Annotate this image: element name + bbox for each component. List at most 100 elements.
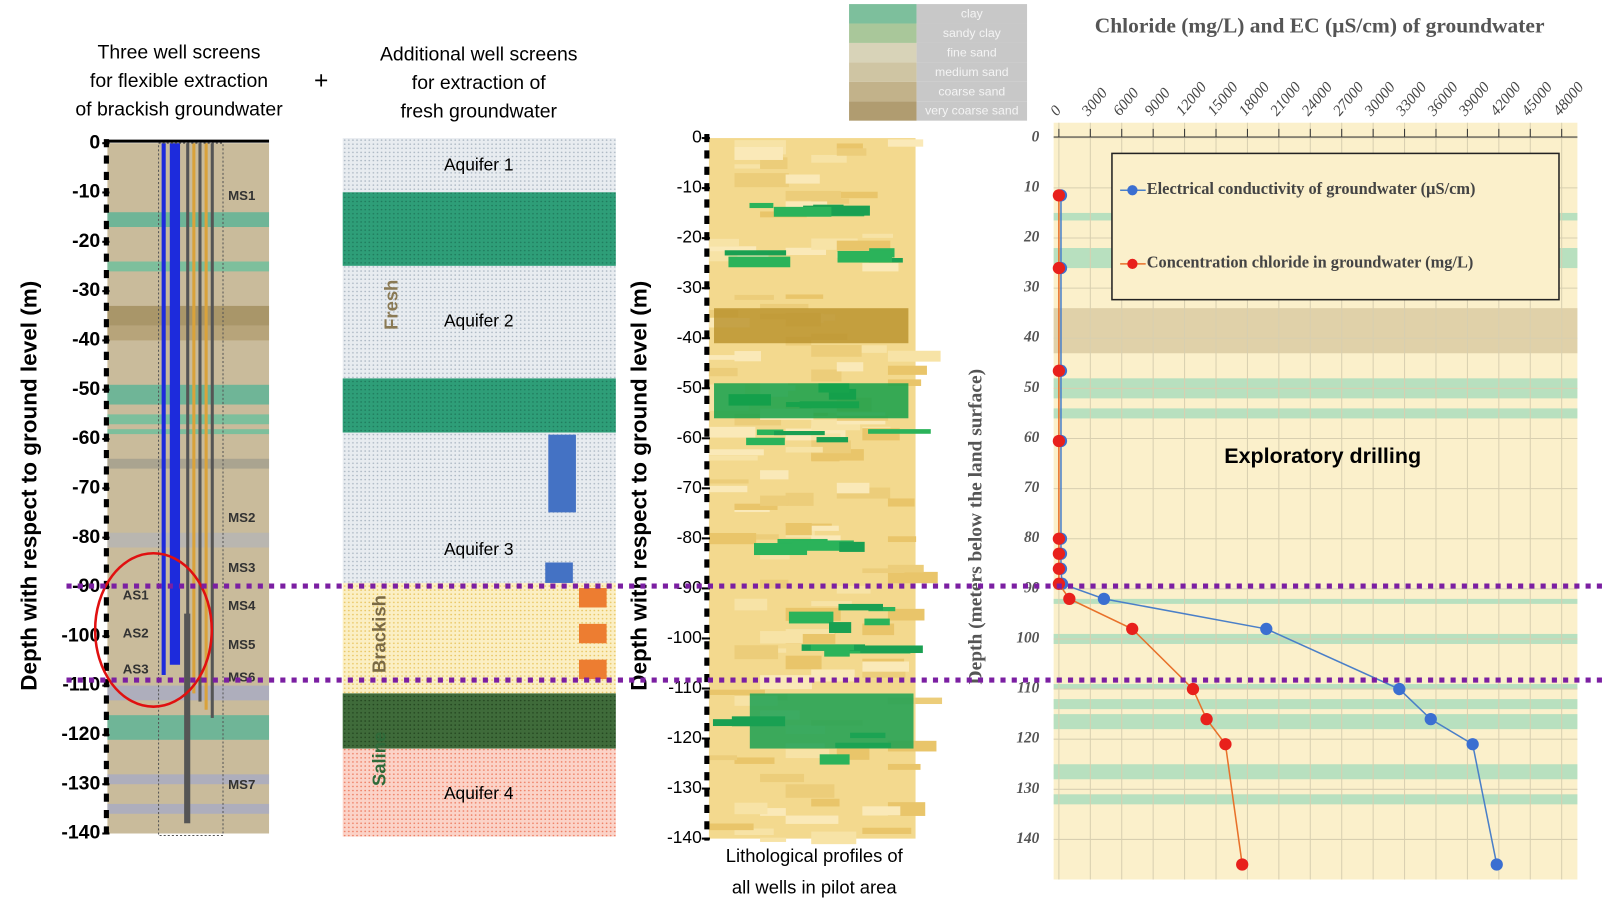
panel-title: Three well screens (98, 41, 261, 63)
annotation: Exploratory drilling (1224, 444, 1421, 468)
lithology-cell (709, 479, 749, 483)
lithology-cell (862, 828, 911, 834)
zone-label: Brackish (368, 595, 389, 673)
clay-cell (839, 542, 864, 552)
data-point (1491, 858, 1503, 870)
lithology-cell (888, 139, 923, 146)
clay-cell (864, 619, 889, 626)
y-tick-label: -10 (677, 177, 702, 197)
panel-title: of brackish groundwater (75, 99, 283, 121)
y-tick-label: 140 (1016, 830, 1039, 847)
x-tick-label: 30000 (1360, 79, 1399, 120)
aquifer-label: Aquifer 2 (444, 311, 514, 331)
legend-swatch (849, 101, 917, 120)
abstraction-screen-label: AS3 (123, 661, 149, 676)
y-tick-label: -30 (72, 279, 100, 301)
aquifer-label: Aquifer 3 (444, 539, 514, 559)
monitoring-screen-label: MS7 (228, 777, 255, 792)
lithology-cell (811, 799, 839, 807)
y-tick-label: 60 (1024, 429, 1040, 446)
x-tick-label: 27000 (1330, 79, 1368, 120)
lithology-cell (786, 175, 820, 184)
clay-cell (725, 250, 786, 255)
x-tick-label: 36000 (1423, 79, 1462, 120)
x-tick-label: 39000 (1455, 79, 1494, 120)
clay-cell (749, 203, 773, 208)
legend-label: fine sand (947, 45, 997, 59)
data-point (1053, 262, 1065, 274)
data-point (1200, 713, 1212, 725)
x-tick-label: 0 (1047, 102, 1065, 119)
legend-swatch (849, 24, 917, 43)
y-tick-label: -70 (72, 476, 100, 498)
lithology-cell (734, 164, 762, 168)
x-tick-label: 42000 (1487, 79, 1525, 120)
y-tick-label: -60 (72, 427, 100, 449)
plus-sign: + (314, 67, 328, 94)
y-tick-label: -130 (667, 777, 702, 797)
lithology-cell (760, 838, 786, 842)
aquifer-layer (343, 378, 616, 432)
y-tick-label: 0 (692, 127, 702, 147)
legend-label: Electrical conductivity of groundwater (… (1147, 179, 1476, 198)
clay-cell (774, 431, 825, 435)
y-tick-label: -110 (62, 674, 100, 696)
lithology-cell (888, 572, 938, 583)
lithology-cell (734, 147, 782, 160)
panel-title: for extraction of (412, 72, 546, 94)
y-tick-label: -40 (677, 327, 702, 347)
x-tick-label: 48000 (1550, 79, 1588, 120)
legend-label: sandy clay (943, 26, 1002, 40)
lithology-cell (709, 456, 758, 461)
clay-cell (820, 754, 850, 764)
y-tick-label: -70 (677, 477, 702, 497)
y-tick-label: 40 (1023, 329, 1040, 346)
data-point (1126, 623, 1138, 635)
y-tick-label: 120 (1016, 730, 1039, 747)
aquifer-label: Aquifer 1 (444, 154, 514, 174)
lithology-cell (811, 155, 847, 163)
legend-label: coarse sand (938, 84, 1005, 98)
lithology-cell (760, 496, 788, 506)
y-tick-label: -140 (667, 827, 702, 847)
lithology-cell (734, 757, 774, 764)
y-tick-label: -100 (667, 627, 702, 647)
clay-cell (811, 645, 854, 651)
data-point (1063, 593, 1075, 605)
lithology-cell (734, 599, 767, 611)
y-tick-label: -60 (677, 427, 702, 447)
lithology-cell (837, 362, 863, 371)
clay-cell (860, 645, 923, 653)
lithology-cell (786, 656, 822, 670)
data-point (1219, 738, 1231, 750)
lithology-cell (888, 351, 941, 362)
well-screen (545, 562, 573, 582)
page: Three well screens for flexible extractio… (0, 0, 1604, 901)
well-screen (548, 435, 576, 513)
legend-swatch (849, 43, 917, 62)
lithology-cell (760, 631, 803, 643)
y-tick-label: -40 (72, 329, 100, 351)
data-point (1098, 593, 1110, 605)
data-point (1425, 713, 1437, 725)
y-tick-label: -90 (72, 575, 100, 597)
y-tick-label: 20 (1023, 229, 1040, 246)
clay-cell (838, 604, 883, 610)
monitoring-screen-label: MS4 (228, 598, 256, 613)
lithology-cell (709, 449, 764, 455)
y-tick-label: -130 (61, 772, 100, 794)
y-axis-label: Depth (meters below the land surface) (965, 369, 986, 685)
legend-label: Concentration chloride in groundwater (m… (1147, 253, 1474, 272)
data-point (1393, 683, 1405, 695)
legend-swatch (849, 4, 917, 23)
data-point (1467, 738, 1479, 750)
lithology-cell (760, 774, 804, 782)
y-tick-label: 80 (1024, 529, 1040, 546)
chart-title: Chloride (mg/L) and EC (µS/cm) of ground… (1095, 14, 1545, 38)
data-point (1053, 189, 1065, 201)
y-tick-label: 70 (1024, 479, 1040, 496)
y-tick-label: -20 (72, 230, 100, 252)
panel-title: for flexible extraction (90, 70, 268, 92)
legend-swatch (849, 62, 917, 81)
lithology-cell (862, 806, 900, 815)
